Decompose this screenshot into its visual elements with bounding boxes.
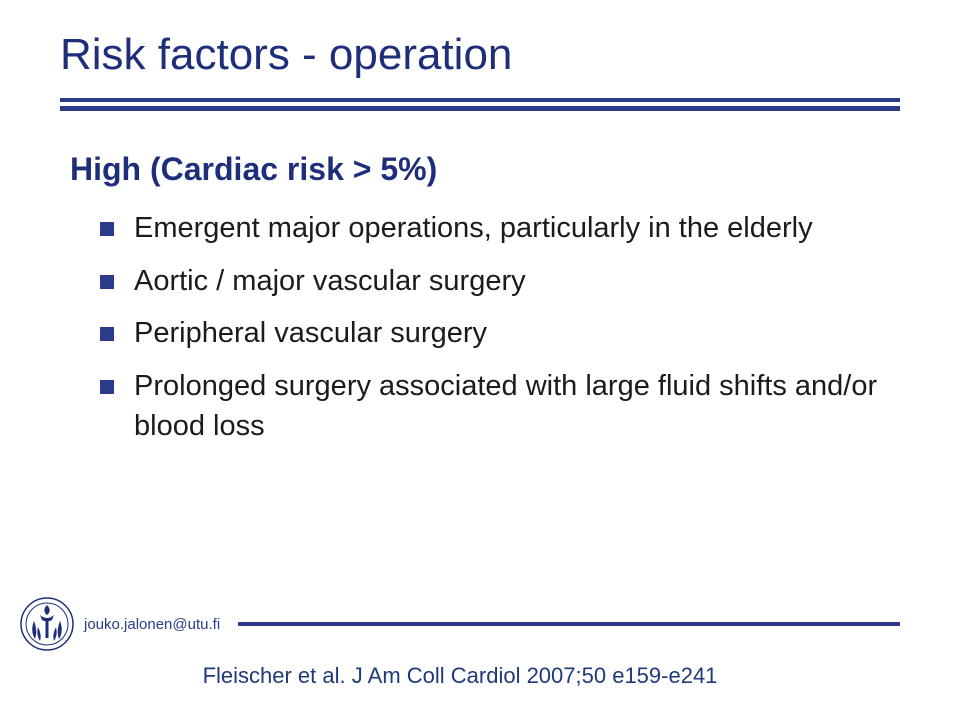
bullet-list: Emergent major operations, particularly …	[100, 208, 900, 447]
footer-rule	[238, 622, 900, 626]
horizontal-rule-thin	[60, 98, 900, 102]
slide-container: Risk factors - operation High (Cardiac r…	[0, 0, 960, 719]
list-item: Emergent major operations, particularly …	[100, 208, 900, 249]
bullet-text: Peripheral vascular surgery	[134, 313, 900, 354]
bullet-square-icon	[100, 222, 114, 236]
bullet-text: Aortic / major vascular surgery	[134, 261, 900, 302]
horizontal-rule-thick	[60, 106, 900, 111]
torch-logo-icon	[20, 597, 74, 651]
list-item: Aortic / major vascular surgery	[100, 261, 900, 302]
footer: jouko.jalonen@utu.fi Fleischer et al. J …	[0, 597, 960, 689]
list-item: Prolonged surgery associated with large …	[100, 366, 900, 447]
bullet-text: Prolonged surgery associated with large …	[134, 366, 900, 447]
citation-text: Fleischer et al. J Am Coll Cardiol 2007;…	[20, 663, 900, 689]
footer-email: jouko.jalonen@utu.fi	[84, 616, 220, 633]
bullet-square-icon	[100, 275, 114, 289]
list-item: Peripheral vascular surgery	[100, 313, 900, 354]
bullet-square-icon	[100, 327, 114, 341]
bullet-text: Emergent major operations, particularly …	[134, 208, 900, 249]
bullet-square-icon	[100, 380, 114, 394]
footer-row: jouko.jalonen@utu.fi	[20, 597, 900, 651]
slide-title: Risk factors - operation	[60, 30, 900, 80]
subheading: High (Cardiac risk > 5%)	[70, 151, 900, 188]
